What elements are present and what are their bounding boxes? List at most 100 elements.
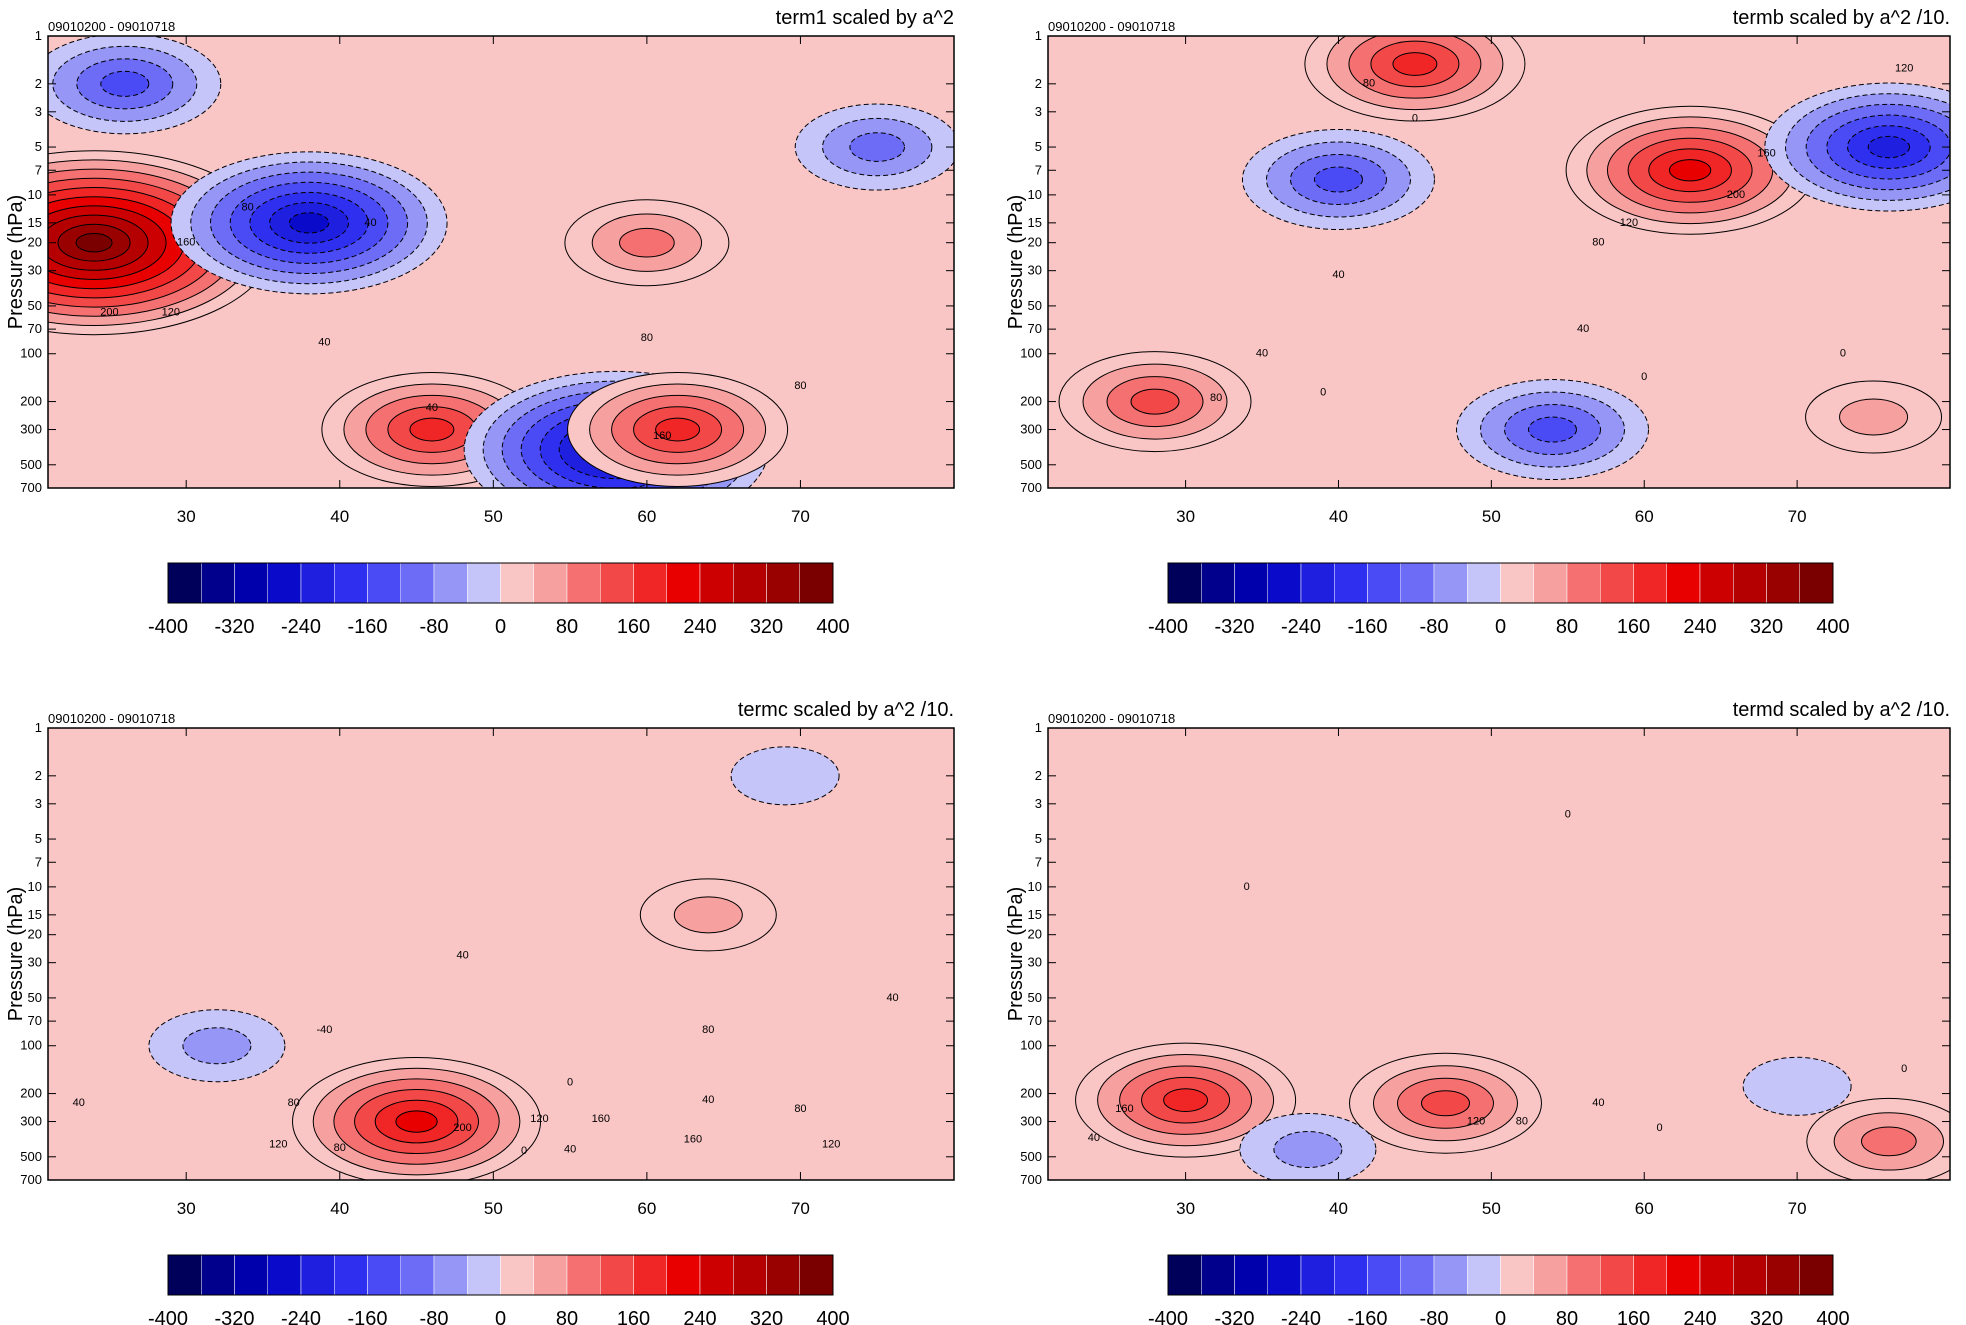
y-tick-label: 700: [20, 1172, 42, 1187]
y-axis-label: Pressure (hPa): [5, 887, 27, 1022]
colorbar-swatch: [699, 562, 734, 604]
y-tick-label: 700: [20, 480, 42, 495]
colorbar-swatch: [433, 1254, 468, 1296]
y-tick-label: 1: [35, 720, 42, 735]
colorbar-swatch: [267, 1254, 302, 1296]
colorbar: -400 -320 -240 -160 -80 0 80 160 240 320 400: [1148, 1254, 1850, 1325]
panel-title: termb scaled by a^2 /10.: [1733, 7, 1950, 29]
colorbar-label: -400: [148, 1308, 188, 1325]
colorbar-swatch: [234, 1254, 268, 1296]
colorbar-label: -160: [347, 1308, 387, 1325]
x-tick-label: 30: [1176, 1199, 1195, 1218]
colorbar-label: 240: [683, 1308, 716, 1325]
colorbar-swatch: [1300, 1254, 1335, 1296]
x-tick-label: 30: [1176, 507, 1195, 526]
y-tick-label: 3: [35, 796, 42, 811]
contour-label: 0: [567, 1076, 573, 1088]
colorbar-label: -240: [281, 616, 321, 638]
colorbar-label: 160: [1617, 616, 1650, 638]
colorbar-label: -320: [1214, 1308, 1254, 1325]
colorbar-label: 320: [750, 1308, 783, 1325]
colorbar-label: -160: [347, 616, 387, 638]
x-tick-label: 40: [1329, 507, 1348, 526]
y-tick-label: 500: [20, 457, 42, 472]
colorbar-label: 400: [816, 1308, 849, 1325]
contour-band: [288, 212, 330, 234]
y-tick-label: 3: [1035, 796, 1042, 811]
y-tick-label: 5: [1035, 831, 1042, 846]
y-tick-label: 200: [1020, 394, 1042, 409]
colorbar-label: 80: [1556, 1308, 1578, 1325]
y-tick-label: 300: [20, 422, 42, 437]
contour-label: 40: [1577, 323, 1589, 335]
colorbar-label: 80: [1556, 616, 1578, 638]
contour-band: [1861, 1126, 1917, 1157]
contour-label: 160: [592, 1113, 610, 1125]
contour-band: [395, 1110, 438, 1133]
panel-subtitle: 09010200 - 09010718: [48, 19, 175, 34]
colorbar-swatch: [1334, 1254, 1368, 1296]
y-tick-label: 2: [35, 76, 42, 91]
colorbar-swatch: [1566, 1254, 1601, 1296]
contour-label: 80: [794, 1103, 806, 1115]
contour-band: [1742, 1056, 1852, 1116]
colorbar-swatch: [733, 562, 767, 604]
y-tick-label: 500: [1020, 457, 1042, 472]
colorbar-swatch: [1666, 1254, 1701, 1296]
y-tick-label: 7: [1035, 162, 1042, 177]
colorbar-frame: [167, 1254, 834, 1296]
plot-frame: [1047, 727, 1951, 1181]
contour-label: -40: [316, 1024, 332, 1036]
colorbar-label: 240: [1683, 1308, 1716, 1325]
y-axis-label: Pressure (hPa): [1005, 195, 1027, 330]
colorbar-swatch: [367, 562, 401, 604]
contour-label: 80: [1210, 392, 1222, 404]
colorbar-swatch: [1500, 1254, 1534, 1296]
colorbar-label: 240: [1683, 616, 1716, 638]
x-tick-label: 50: [484, 1199, 503, 1218]
colorbar-label: 240: [683, 616, 716, 638]
colorbar-label: 160: [617, 1308, 650, 1325]
contour-label: 80: [288, 1097, 300, 1109]
contour-label: 0: [1244, 881, 1250, 893]
contour-label: 120: [1467, 1115, 1485, 1127]
contour-label: 40: [73, 1097, 85, 1109]
contour-label: 120: [1895, 62, 1913, 74]
contour-band: [409, 417, 455, 442]
y-tick-label: 10: [28, 187, 42, 202]
colorbar-label: -400: [148, 616, 188, 638]
y-tick-label: 700: [1020, 480, 1042, 495]
contour-label: 160: [653, 430, 671, 442]
colorbar-frame: [167, 562, 834, 604]
contour-label: 120: [530, 1113, 548, 1125]
colorbar-label: 400: [1816, 616, 1849, 638]
colorbar-label: -320: [214, 1308, 254, 1325]
colorbar-label: 0: [495, 1308, 506, 1325]
contour-label: 80: [334, 1142, 346, 1154]
contour-label: 80: [1516, 1115, 1528, 1127]
y-tick-label: 7: [1035, 854, 1042, 869]
colorbar-swatch: [533, 562, 568, 604]
plot-frame: [47, 35, 955, 489]
colorbar-swatch: [1600, 1254, 1634, 1296]
contour-band: [1392, 52, 1438, 76]
panel-subtitle: 09010200 - 09010718: [48, 711, 175, 726]
y-tick-label: 10: [1028, 879, 1042, 894]
x-tick-label: 30: [177, 507, 196, 526]
contour-band: [1273, 1131, 1343, 1169]
x-tick-label: 40: [330, 1199, 349, 1218]
colorbar-swatch: [1167, 562, 1202, 604]
colorbar-swatch: [600, 562, 634, 604]
contour-label: 40: [456, 949, 468, 961]
contour-label: 200: [453, 1122, 471, 1134]
y-tick-label: 1: [1035, 28, 1042, 43]
y-tick-label: 70: [28, 1013, 42, 1028]
contour-label: 40: [1256, 348, 1268, 360]
colorbar-swatch: [433, 562, 468, 604]
colorbar-label: -80: [420, 1308, 449, 1325]
contour-band: [1420, 1090, 1470, 1117]
contour-band: [849, 132, 906, 162]
contour-field: [1048, 36, 1950, 488]
colorbar-label: -160: [1347, 1308, 1387, 1325]
